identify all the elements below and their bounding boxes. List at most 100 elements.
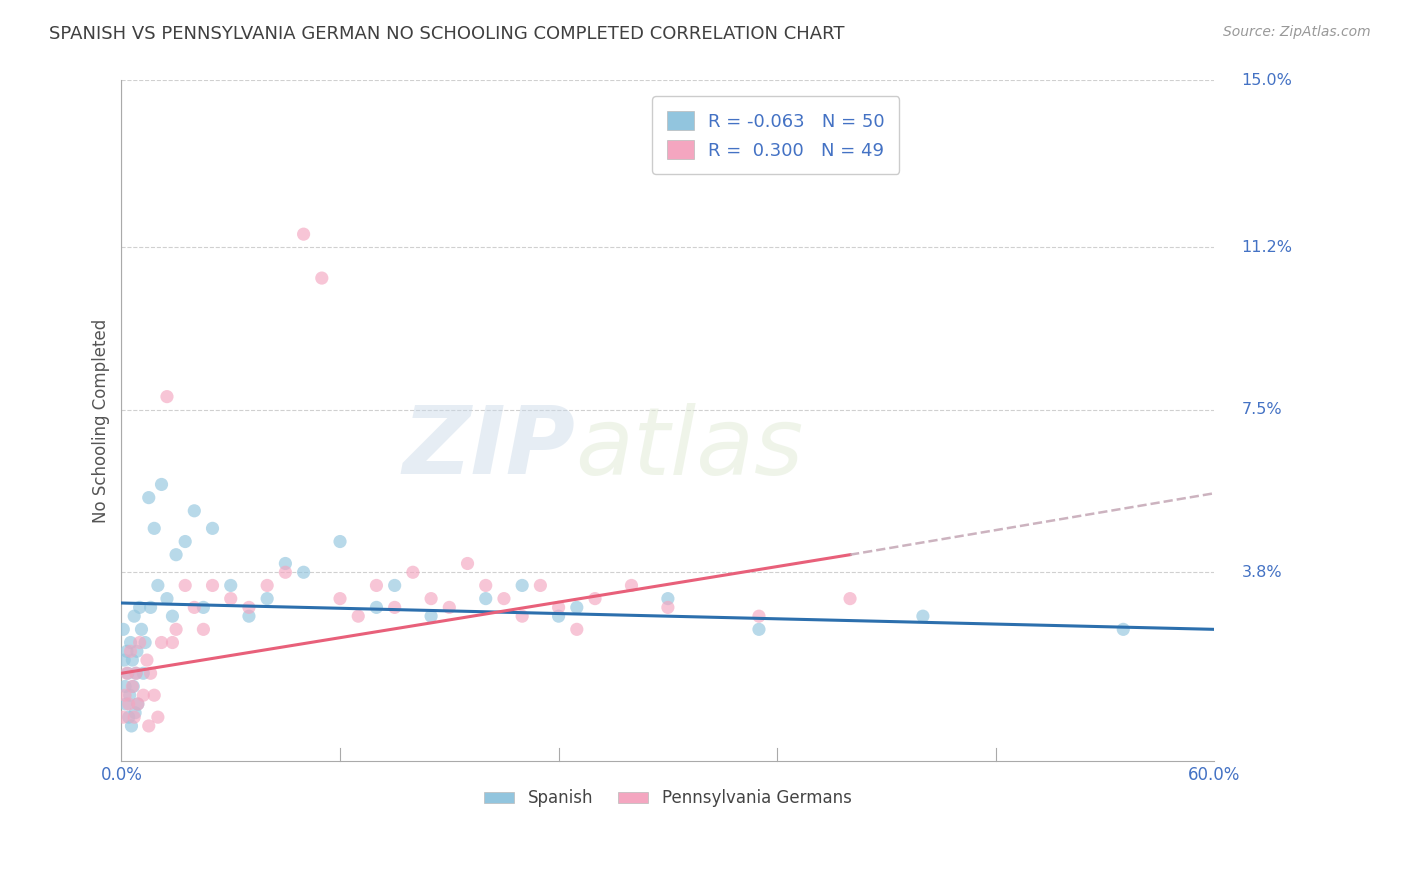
Point — [347, 609, 370, 624]
Point — [115, 666, 138, 681]
Point — [120, 635, 142, 649]
Point — [219, 591, 242, 606]
Point — [510, 578, 533, 592]
Point — [274, 566, 297, 580]
Point — [146, 578, 169, 592]
Point — [439, 600, 461, 615]
Point — [121, 680, 143, 694]
Point — [118, 697, 141, 711]
Point — [112, 710, 135, 724]
Point — [134, 635, 156, 649]
Point — [118, 688, 141, 702]
Point — [384, 600, 406, 615]
Point — [474, 591, 496, 606]
Point — [219, 578, 242, 592]
Point — [162, 635, 184, 649]
Point — [183, 504, 205, 518]
Point — [117, 666, 139, 681]
Point — [565, 600, 588, 615]
Point — [256, 578, 278, 592]
Point — [120, 644, 142, 658]
Point — [183, 600, 205, 615]
Point — [139, 600, 162, 615]
Point — [256, 591, 278, 606]
Point — [138, 491, 160, 505]
Point — [292, 566, 315, 580]
Point — [125, 666, 148, 681]
Point — [112, 623, 135, 637]
Point — [201, 521, 224, 535]
Point — [657, 600, 679, 615]
Point — [366, 600, 388, 615]
Point — [156, 390, 179, 404]
Point — [748, 623, 770, 637]
Point — [162, 609, 184, 624]
Point — [1112, 623, 1135, 637]
Point — [583, 591, 606, 606]
Point — [138, 719, 160, 733]
Y-axis label: No Schooling Completed: No Schooling Completed — [93, 318, 110, 523]
Point — [120, 719, 142, 733]
Point — [136, 653, 159, 667]
Point — [114, 680, 136, 694]
Point — [128, 600, 150, 615]
Text: ZIP: ZIP — [402, 402, 575, 494]
Point — [124, 706, 146, 720]
Point — [150, 635, 173, 649]
Point — [474, 578, 496, 592]
Point — [125, 666, 148, 681]
Point — [420, 591, 443, 606]
Point — [165, 548, 187, 562]
Point — [132, 666, 155, 681]
Text: Source: ZipAtlas.com: Source: ZipAtlas.com — [1223, 25, 1371, 39]
Text: 15.0%: 15.0% — [1241, 73, 1292, 88]
Point — [492, 591, 515, 606]
Point — [201, 578, 224, 592]
Point — [143, 521, 166, 535]
Point — [146, 710, 169, 724]
Point — [112, 653, 135, 667]
Text: SPANISH VS PENNSYLVANIA GERMAN NO SCHOOLING COMPLETED CORRELATION CHART: SPANISH VS PENNSYLVANIA GERMAN NO SCHOOL… — [49, 25, 845, 43]
Point — [122, 710, 145, 724]
Point — [174, 534, 197, 549]
Point — [748, 609, 770, 624]
Point — [150, 477, 173, 491]
Point — [329, 591, 352, 606]
Point — [174, 578, 197, 592]
Point — [121, 653, 143, 667]
Point — [132, 688, 155, 702]
Point — [114, 688, 136, 702]
Text: 11.2%: 11.2% — [1241, 240, 1292, 255]
Point — [193, 600, 215, 615]
Point — [127, 697, 149, 711]
Point — [292, 227, 315, 242]
Point — [457, 557, 479, 571]
Point — [238, 609, 260, 624]
Point — [115, 644, 138, 658]
Point — [156, 591, 179, 606]
Point — [131, 623, 153, 637]
Point — [128, 635, 150, 649]
Point — [165, 623, 187, 637]
Point — [193, 623, 215, 637]
Point — [620, 578, 643, 592]
Point — [366, 578, 388, 592]
Text: 3.8%: 3.8% — [1241, 565, 1282, 580]
Point — [657, 591, 679, 606]
Point — [384, 578, 406, 592]
Text: atlas: atlas — [575, 402, 803, 493]
Point — [139, 666, 162, 681]
Point — [274, 557, 297, 571]
Legend: Spanish, Pennsylvania Germans: Spanish, Pennsylvania Germans — [478, 782, 858, 814]
Point — [402, 566, 425, 580]
Point — [839, 591, 862, 606]
Point — [122, 609, 145, 624]
Point — [143, 688, 166, 702]
Point — [420, 609, 443, 624]
Point — [118, 710, 141, 724]
Point — [547, 600, 569, 615]
Text: 7.5%: 7.5% — [1241, 402, 1282, 417]
Point — [547, 609, 569, 624]
Point — [529, 578, 551, 592]
Point — [329, 534, 352, 549]
